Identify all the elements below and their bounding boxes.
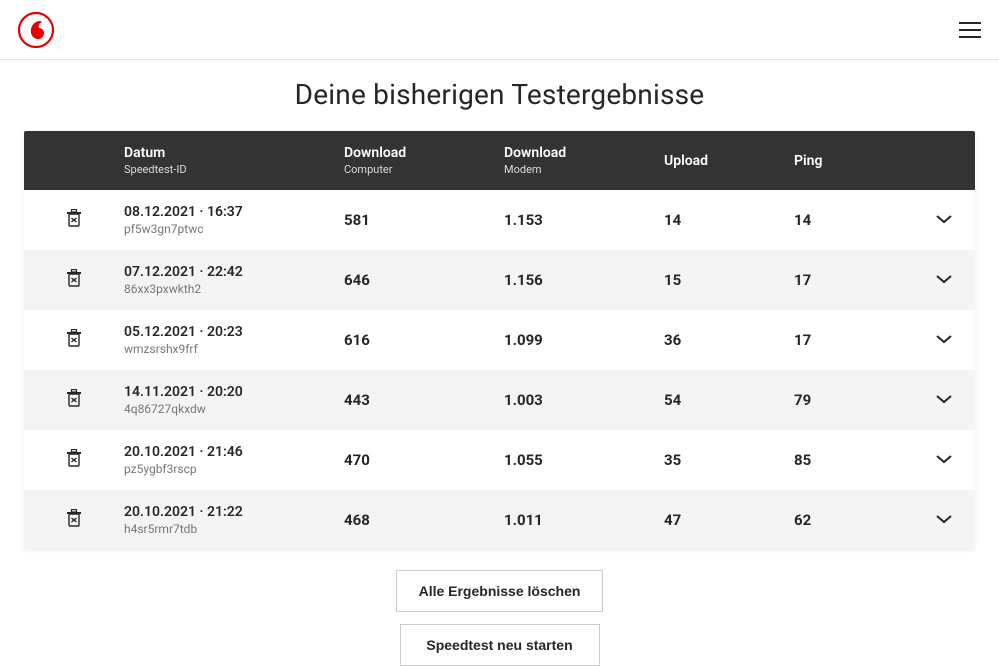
date-value: 14.11.2021 · 20:20: [124, 384, 344, 400]
col-datum: Datum: [124, 145, 165, 161]
cell-datum: 20.10.2021 · 21:22 h4sr5rmr7tdb: [124, 504, 344, 536]
col-datum-sub: Speedtest-ID: [124, 163, 344, 176]
expand-row-button[interactable]: [914, 392, 974, 408]
cell-ping: 79: [794, 391, 914, 409]
expand-row-button[interactable]: [914, 332, 974, 348]
cell-datum: 20.10.2021 · 21:46 pz5ygbf3rscp: [124, 444, 344, 476]
col-upload: Upload: [664, 153, 708, 169]
cell-dl-modem: 1.099: [504, 331, 664, 349]
cell-dl-computer: 468: [344, 511, 504, 529]
cell-upload: 15: [664, 271, 794, 289]
trash-icon[interactable]: [66, 269, 82, 287]
cell-upload: 14: [664, 211, 794, 229]
date-value: 08.12.2021 · 16:37: [124, 204, 344, 220]
table-row: 05.12.2021 · 20:23 wmzsrshx9frf6161.09936…: [24, 310, 975, 370]
trash-icon[interactable]: [66, 389, 82, 407]
vodafone-logo[interactable]: [18, 12, 54, 48]
cell-dl-computer: 470: [344, 451, 504, 469]
cell-dl-modem: 1.055: [504, 451, 664, 469]
expand-row-button[interactable]: [914, 212, 974, 228]
cell-dl-computer: 616: [344, 331, 504, 349]
page-title: Deine bisherigen Testergebnisse: [0, 78, 999, 111]
cell-dl-computer: 646: [344, 271, 504, 289]
cell-datum: 14.11.2021 · 20:20 4q86727qkxdw: [124, 384, 344, 416]
date-value: 20.10.2021 · 21:46: [124, 444, 344, 460]
cell-dl-modem: 1.003: [504, 391, 664, 409]
cell-upload: 35: [664, 451, 794, 469]
cell-dl-modem: 1.011: [504, 511, 664, 529]
speedtest-id: h4sr5rmr7tdb: [124, 522, 344, 536]
cell-dl-modem: 1.153: [504, 211, 664, 229]
cell-upload: 36: [664, 331, 794, 349]
speedtest-id: wmzsrshx9frf: [124, 342, 344, 356]
cell-upload: 47: [664, 511, 794, 529]
col-dl-modem-sub: Modem: [504, 163, 664, 176]
cell-ping: 17: [794, 331, 914, 349]
col-ping: Ping: [794, 153, 822, 169]
trash-icon[interactable]: [66, 329, 82, 347]
menu-icon[interactable]: [959, 22, 981, 38]
col-dl-modem: Download: [504, 145, 566, 161]
expand-row-button[interactable]: [914, 272, 974, 288]
cell-datum: 07.12.2021 · 22:42 86xx3pxwkth2: [124, 264, 344, 296]
trash-icon[interactable]: [66, 509, 82, 527]
cell-upload: 54: [664, 391, 794, 409]
col-dl-computer-sub: Computer: [344, 163, 504, 176]
date-value: 05.12.2021 · 20:23: [124, 324, 344, 340]
date-value: 20.10.2021 · 21:22: [124, 504, 344, 520]
cell-datum: 05.12.2021 · 20:23 wmzsrshx9frf: [124, 324, 344, 356]
cell-ping: 62: [794, 511, 914, 529]
table-header: Datum Speedtest-ID Download Computer Dow…: [24, 131, 975, 190]
expand-row-button[interactable]: [914, 512, 974, 528]
table-row: 14.11.2021 · 20:20 4q86727qkxdw4431.00354…: [24, 370, 975, 430]
results-table: Datum Speedtest-ID Download Computer Dow…: [24, 131, 975, 550]
table-row: 20.10.2021 · 21:22 h4sr5rmr7tdb4681.01147…: [24, 490, 975, 550]
trash-icon[interactable]: [66, 209, 82, 227]
cell-ping: 17: [794, 271, 914, 289]
table-row: 07.12.2021 · 22:42 86xx3pxwkth26461.15615…: [24, 250, 975, 310]
col-dl-computer: Download: [344, 145, 406, 161]
delete-all-button[interactable]: Alle Ergebnisse löschen: [396, 570, 604, 612]
cell-dl-computer: 581: [344, 211, 504, 229]
table-row: 20.10.2021 · 21:46 pz5ygbf3rscp4701.05535…: [24, 430, 975, 490]
table-row: 08.12.2021 · 16:37pf5w3gn7ptwc5811.15314…: [24, 190, 975, 250]
cell-dl-modem: 1.156: [504, 271, 664, 289]
speedtest-id: 4q86727qkxdw: [124, 402, 344, 416]
speedtest-id: pf5w3gn7ptwc: [124, 222, 344, 236]
restart-speedtest-button[interactable]: Speedtest neu starten: [400, 624, 600, 666]
table-body: 08.12.2021 · 16:37pf5w3gn7ptwc5811.15314…: [24, 190, 975, 550]
trash-icon[interactable]: [66, 449, 82, 467]
topbar: [0, 0, 999, 60]
cell-ping: 85: [794, 451, 914, 469]
cell-dl-computer: 443: [344, 391, 504, 409]
cell-ping: 14: [794, 211, 914, 229]
cell-datum: 08.12.2021 · 16:37 pf5w3gn7ptwc: [124, 204, 344, 236]
speedtest-id: pz5ygbf3rscp: [124, 462, 344, 476]
date-value: 07.12.2021 · 22:42: [124, 264, 344, 280]
expand-row-button[interactable]: [914, 452, 974, 468]
speedtest-id: 86xx3pxwkth2: [124, 282, 344, 296]
